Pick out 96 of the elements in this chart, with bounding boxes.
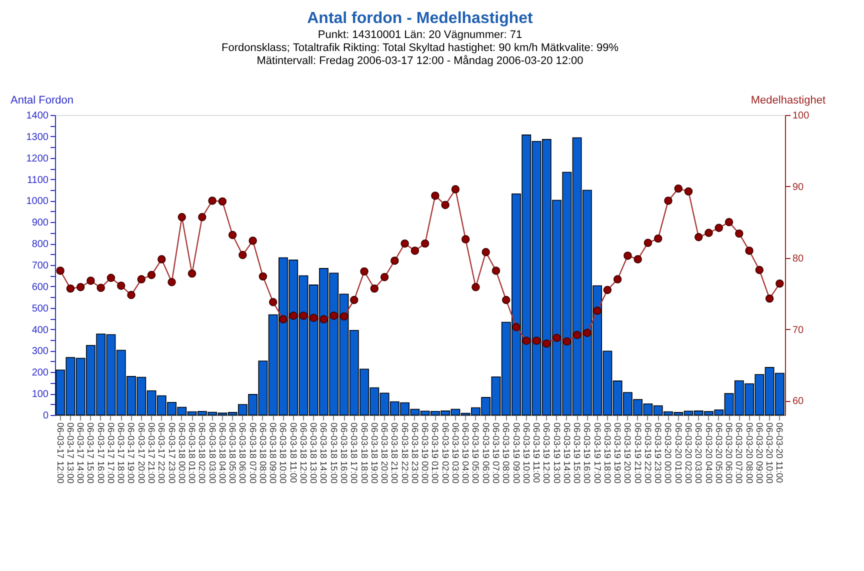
y-tick-label: 200 bbox=[32, 368, 49, 379]
y2-tick-label: 100 bbox=[792, 110, 810, 122]
y-axis-title: Antal Fordon bbox=[10, 94, 74, 106]
x-tick-label: 06-03-18 01:00 bbox=[187, 422, 198, 484]
x-tick-label: 06-03-17 14:00 bbox=[76, 422, 86, 484]
chart-subtitle: Punkt: 14310001 Län: 20 Vägnummer: 71 Fordonsklass; Totaltrafik Rikting: Total Skyltad hastighet: 90 km/h Mätkvalite: 99% Mätintervall: Fredag 2006-03-17 12:00 - Måndag 2006-03-20 12:00 bbox=[222, 29, 619, 67]
y-tick-label: 600 bbox=[32, 282, 49, 293]
x-tick-label: 06-03-19 02:00 bbox=[440, 422, 450, 484]
x-tick-label: 06-03-17 21:00 bbox=[146, 422, 157, 484]
x-tick-label: 06-03-18 19:00 bbox=[369, 422, 380, 484]
y-tick-label: 1200 bbox=[26, 153, 49, 164]
y-tick-label: 100 bbox=[32, 389, 49, 400]
x-tick-label: 06-03-18 00:00 bbox=[176, 422, 187, 484]
y-tick-label: 800 bbox=[32, 239, 49, 250]
x-tick-label: 06-03-18 05:00 bbox=[228, 422, 238, 484]
x-tick-label: 06-03-18 10:00 bbox=[278, 422, 288, 484]
x-tick-label: 06-03-18 12:00 bbox=[298, 422, 308, 484]
y-tick-label: 1000 bbox=[26, 196, 49, 208]
x-tick-label: 06-03-18 18:00 bbox=[359, 422, 370, 484]
y2-axis-title: Medelhastighet bbox=[750, 94, 826, 106]
x-tick-label: 06-03-19 23:00 bbox=[653, 422, 664, 484]
x-tick-label: 06-03-19 13:00 bbox=[552, 422, 562, 484]
x-tick-label: 06-03-20 05:00 bbox=[714, 422, 724, 484]
x-tick-label: 06-03-20 01:00 bbox=[673, 422, 684, 484]
x-tick-label: 06-03-18 20:00 bbox=[380, 422, 390, 484]
x-tick-label: 06-03-18 16:00 bbox=[339, 422, 350, 484]
y-tick-label: 900 bbox=[32, 218, 49, 229]
x-tick-label: 06-03-17 15:00 bbox=[86, 422, 96, 484]
x-tick-label: 06-03-20 08:00 bbox=[744, 422, 754, 484]
x-tick-label: 06-03-19 11:00 bbox=[532, 422, 542, 483]
x-tick-label: 06-03-17 20:00 bbox=[136, 422, 146, 484]
x-tick-label: 06-03-18 15:00 bbox=[328, 422, 339, 484]
x-tick-label: 06-03-18 23:00 bbox=[410, 422, 420, 484]
x-tick-label: 06-03-19 12:00 bbox=[542, 422, 552, 484]
x-tick-label: 06-03-19 03:00 bbox=[450, 422, 460, 484]
x-tick-label: 06-03-20 06:00 bbox=[724, 422, 734, 484]
chart-title: Antal fordon - Medelhastighet bbox=[307, 10, 534, 27]
y-tick-label: 400 bbox=[32, 324, 49, 336]
x-tick-label: 06-03-19 17:00 bbox=[592, 422, 602, 484]
x-tick-label: 06-03-20 00:00 bbox=[663, 422, 674, 484]
x-tick-label: 06-03-19 08:00 bbox=[501, 422, 512, 484]
x-tick-label: 06-03-19 14:00 bbox=[562, 422, 572, 484]
x-tick-label: 06-03-17 19:00 bbox=[126, 422, 136, 484]
x-tick-label: 06-03-18 17:00 bbox=[349, 422, 360, 484]
x-tick-label: 06-03-20 09:00 bbox=[754, 422, 764, 484]
y-tick-label: 700 bbox=[32, 260, 49, 272]
x-tick-label: 06-03-18 14:00 bbox=[318, 422, 329, 484]
x-tick-label: 06-03-18 02:00 bbox=[197, 422, 208, 484]
x-tick-label: 06-03-17 22:00 bbox=[156, 422, 167, 484]
y-tick-label: 500 bbox=[32, 303, 49, 314]
x-tick-label: 06-03-17 12:00 bbox=[55, 422, 66, 484]
x-tick-label: 06-03-19 00:00 bbox=[420, 422, 430, 484]
x-tick-label: 06-03-19 16:00 bbox=[582, 422, 592, 484]
y-tick-label: 1100 bbox=[26, 174, 49, 186]
x-tick-label: 06-03-18 07:00 bbox=[248, 422, 258, 484]
x-tick-label: 06-03-19 15:00 bbox=[572, 422, 582, 484]
x-tick-label: 06-03-18 22:00 bbox=[400, 422, 410, 484]
y2-tick-label: 60 bbox=[792, 396, 804, 408]
y-tick-label: 1300 bbox=[26, 132, 49, 143]
x-tick-label: 06-03-19 20:00 bbox=[622, 422, 633, 484]
x-tick-label: 06-03-20 02:00 bbox=[683, 422, 694, 484]
x-tick-label: 06-03-18 06:00 bbox=[238, 422, 248, 484]
x-tick-label: 06-03-18 03:00 bbox=[207, 422, 218, 484]
x-tick-label: 06-03-19 09:00 bbox=[511, 422, 522, 484]
x-tick-label: 06-03-20 07:00 bbox=[734, 422, 744, 484]
x-tick-label: 06-03-19 07:00 bbox=[490, 422, 501, 484]
y2-tick-label: 70 bbox=[792, 324, 804, 336]
x-tick-label: 06-03-17 17:00 bbox=[106, 422, 116, 484]
x-tick-label: 06-03-18 21:00 bbox=[390, 422, 400, 484]
x-tick-label: 06-03-18 08:00 bbox=[258, 422, 268, 484]
x-tick-label: 06-03-19 01:00 bbox=[430, 422, 440, 484]
y-tick-label: 1400 bbox=[26, 110, 49, 122]
x-tick-label: 06-03-19 22:00 bbox=[642, 422, 653, 484]
x-tick-label: 06-03-19 05:00 bbox=[470, 422, 481, 484]
x-tick-label: 06-03-17 18:00 bbox=[116, 422, 126, 484]
x-tick-label: 06-03-19 04:00 bbox=[460, 422, 471, 484]
x-tick-label: 06-03-19 06:00 bbox=[480, 422, 491, 484]
x-tick-label: 06-03-19 18:00 bbox=[602, 422, 612, 484]
x-tick-label: 06-03-19 21:00 bbox=[632, 422, 643, 484]
x-tick-label: 06-03-19 19:00 bbox=[612, 422, 623, 484]
x-tick-label: 06-03-20 03:00 bbox=[694, 422, 704, 484]
x-tick-label: 06-03-18 13:00 bbox=[308, 422, 319, 484]
x-tick-label: 06-03-19 10:00 bbox=[521, 422, 532, 484]
x-tick-label: 06-03-18 09:00 bbox=[268, 422, 278, 484]
x-tick-label: 06-03-18 04:00 bbox=[217, 422, 228, 484]
y2-tick-label: 80 bbox=[792, 253, 804, 264]
x-tick-label: 06-03-17 13:00 bbox=[65, 422, 76, 484]
x-tick-label: 06-03-18 11:00 bbox=[288, 422, 298, 483]
y2-tick-label: 90 bbox=[792, 182, 804, 193]
x-tick-label: 06-03-17 16:00 bbox=[96, 422, 106, 484]
x-tick-label: 06-03-20 11:00 bbox=[774, 422, 785, 483]
y-tick-label: 300 bbox=[32, 346, 49, 358]
y-tick-label: 0 bbox=[42, 410, 49, 422]
x-tick-label: 06-03-17 23:00 bbox=[166, 422, 177, 484]
x-tick-label: 06-03-20 04:00 bbox=[704, 422, 714, 484]
x-tick-label: 06-03-20 10:00 bbox=[764, 422, 775, 484]
